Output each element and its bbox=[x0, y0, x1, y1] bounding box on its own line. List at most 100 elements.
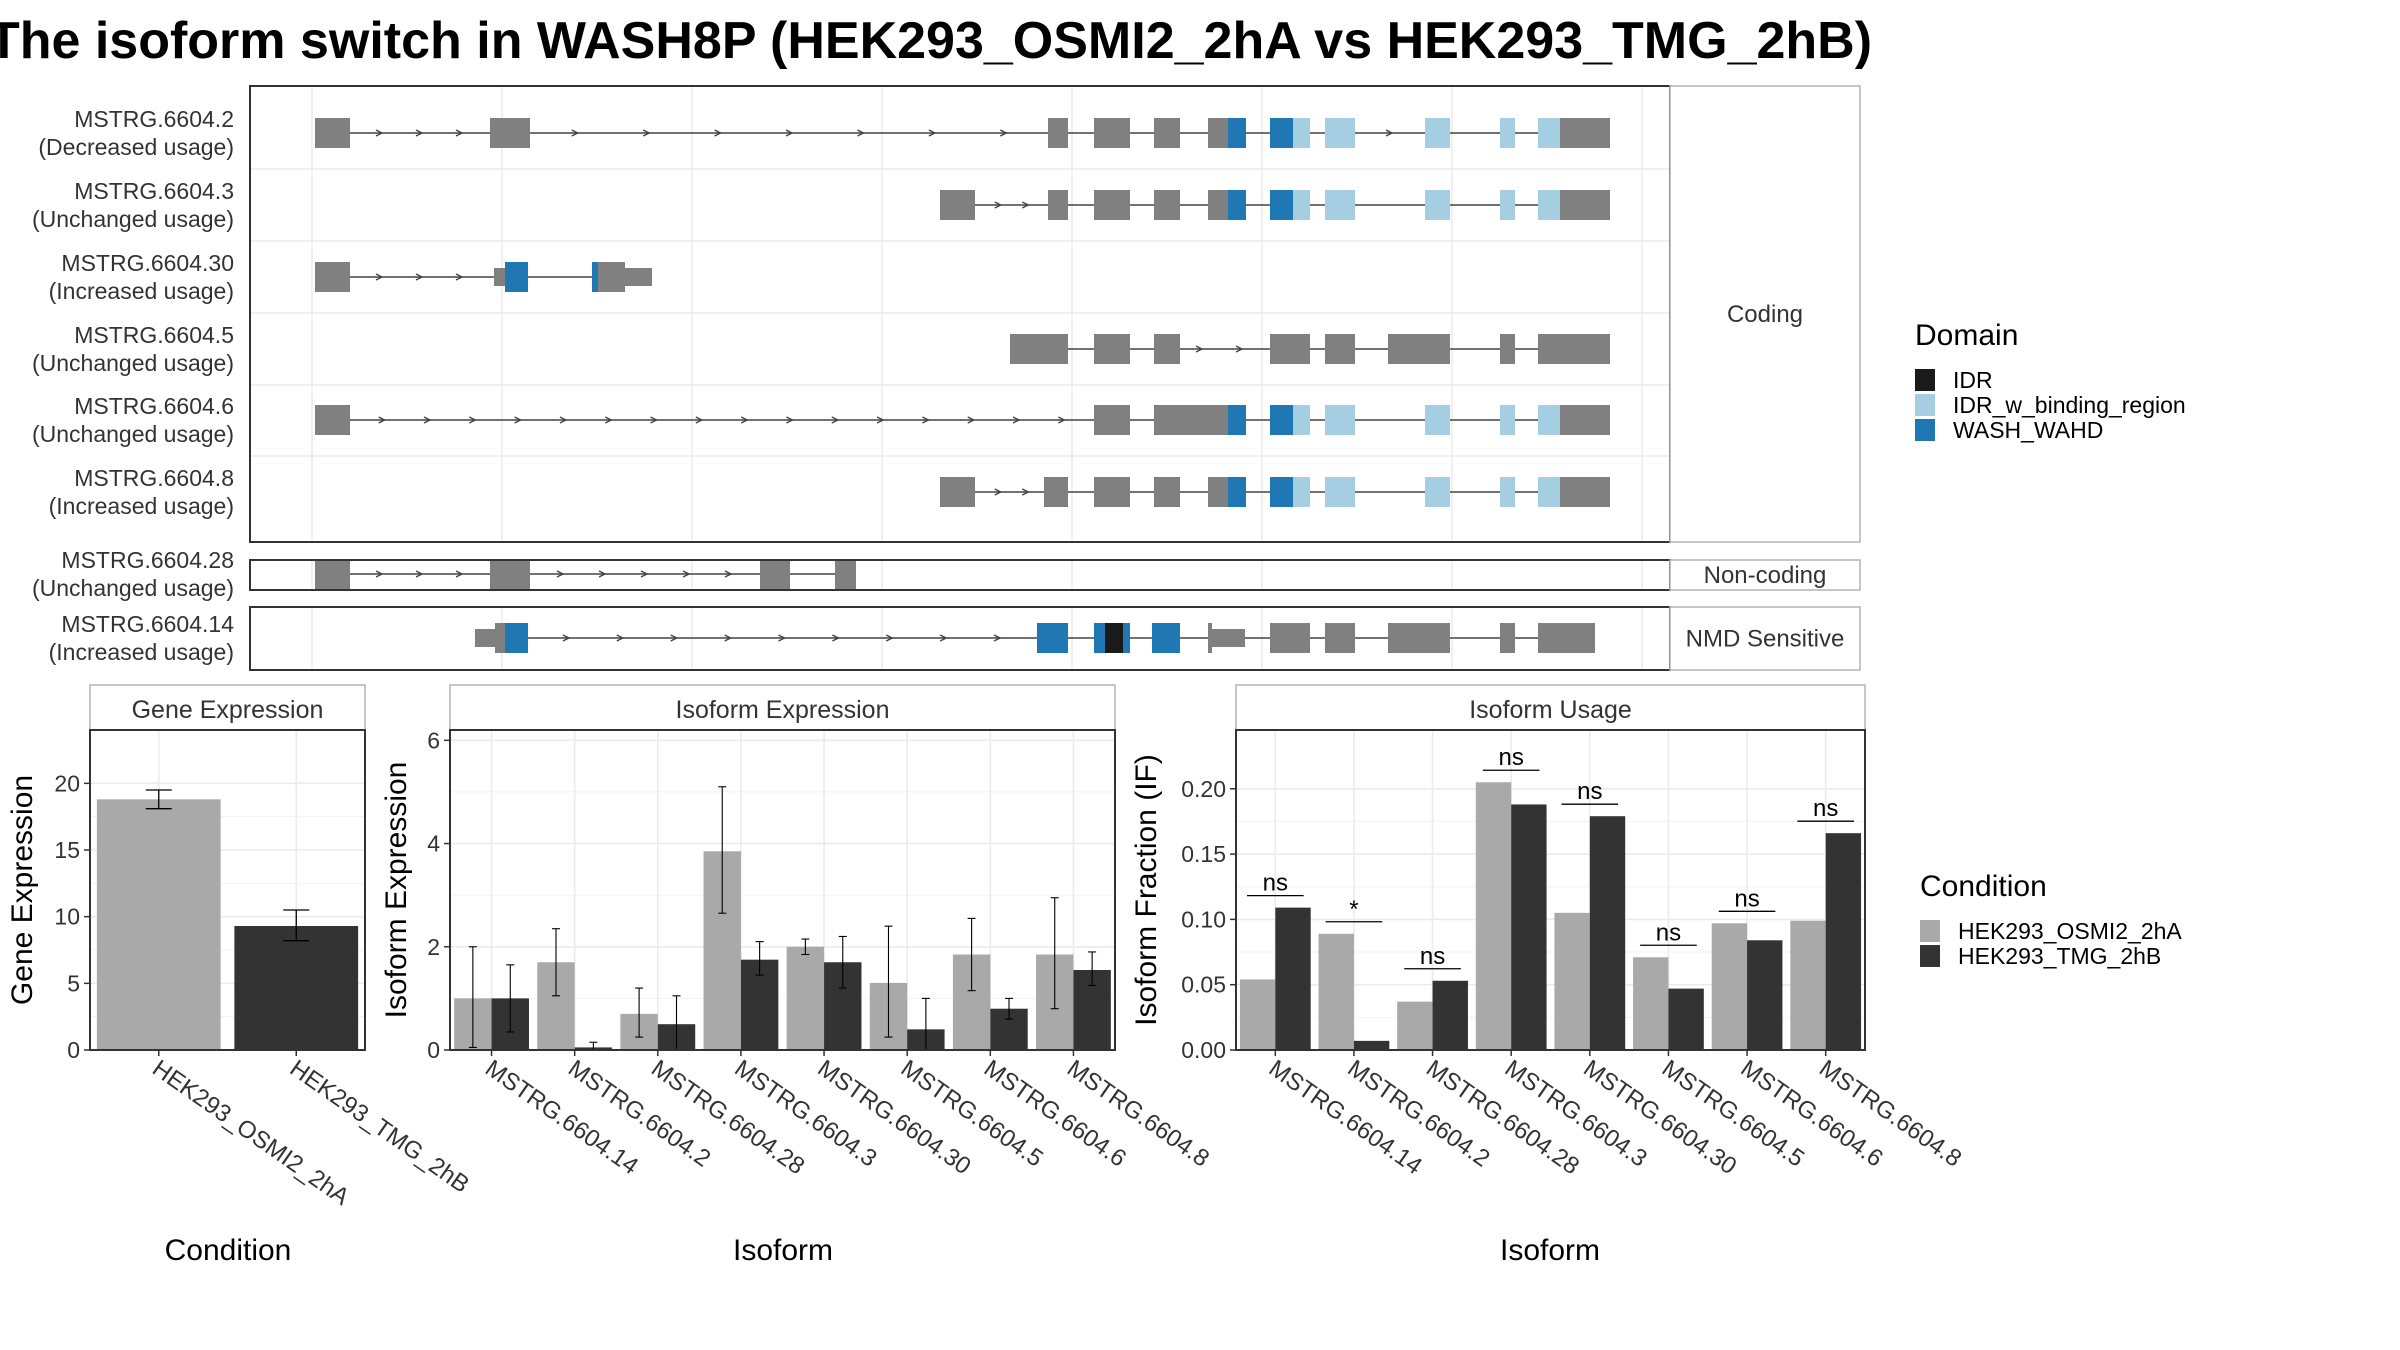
strand-arrow bbox=[778, 634, 787, 642]
legend-key bbox=[1920, 920, 1940, 942]
exon bbox=[1048, 190, 1068, 220]
strand-arrow bbox=[375, 570, 384, 578]
exon bbox=[1500, 477, 1515, 507]
y-tick-label: 0.10 bbox=[1181, 906, 1226, 932]
strand-arrow bbox=[724, 570, 733, 578]
exon bbox=[1094, 190, 1130, 220]
strand-arrow bbox=[604, 416, 613, 424]
legend-title: Condition bbox=[1920, 870, 2047, 903]
exon bbox=[1208, 477, 1228, 507]
exon bbox=[1208, 118, 1228, 148]
exon bbox=[1228, 118, 1246, 148]
legend-title: Domain bbox=[1915, 319, 2018, 352]
y-axis-label: Isoform Fraction (IF) bbox=[1130, 754, 1163, 1026]
exon bbox=[1152, 623, 1180, 653]
strand-arrow bbox=[375, 273, 384, 281]
legend-key bbox=[1915, 419, 1935, 441]
exon bbox=[940, 477, 975, 507]
exon bbox=[1270, 190, 1293, 220]
isoform-usage-label: (Increased usage) bbox=[49, 278, 234, 304]
bar bbox=[1825, 833, 1862, 1050]
exon bbox=[1048, 118, 1068, 148]
exon bbox=[1388, 334, 1450, 364]
isoform-label: MSTRG.6604.6 bbox=[74, 393, 234, 419]
strand-arrow bbox=[514, 416, 523, 424]
strand-arrow bbox=[415, 273, 424, 281]
strand-arrow bbox=[695, 416, 704, 424]
facet-strip bbox=[1669, 559, 1861, 591]
exon bbox=[494, 268, 505, 286]
exon bbox=[1325, 334, 1355, 364]
exon bbox=[490, 118, 530, 148]
isoform-usage-label: (Unchanged usage) bbox=[32, 350, 234, 376]
exon bbox=[1094, 118, 1130, 148]
y-tick-label: 5 bbox=[67, 970, 80, 996]
strand-arrow bbox=[650, 416, 659, 424]
strand-arrow bbox=[939, 634, 948, 642]
isoform-usage-label: (Increased usage) bbox=[49, 493, 234, 519]
strand-arrow bbox=[1021, 488, 1030, 496]
bar bbox=[1397, 1001, 1433, 1050]
exon bbox=[1037, 623, 1068, 653]
facet-strip bbox=[1669, 85, 1861, 543]
exon bbox=[315, 559, 350, 589]
isoform-label: MSTRG.6604.3 bbox=[74, 178, 234, 204]
bar bbox=[1633, 957, 1669, 1050]
exon bbox=[1538, 118, 1560, 148]
strand-arrow bbox=[556, 570, 565, 578]
exon bbox=[495, 623, 505, 653]
exon bbox=[1154, 190, 1180, 220]
strand-arrow bbox=[785, 129, 794, 137]
strand-arrow bbox=[455, 273, 464, 281]
exon bbox=[1538, 477, 1560, 507]
strand-arrow bbox=[415, 570, 424, 578]
exon bbox=[1094, 334, 1130, 364]
x-tick-label: MSTRG.6604.6 bbox=[1736, 1055, 1888, 1173]
exon bbox=[1154, 477, 1180, 507]
exon bbox=[598, 262, 625, 292]
significance-label: ns bbox=[1420, 943, 1445, 970]
legend-label: IDR bbox=[1953, 367, 1993, 393]
exon bbox=[1094, 477, 1130, 507]
strand-arrow bbox=[885, 634, 894, 642]
significance-label: ns bbox=[1813, 795, 1838, 822]
strand-arrow bbox=[616, 634, 625, 642]
exon bbox=[1293, 405, 1310, 435]
exon bbox=[1325, 405, 1355, 435]
bar bbox=[1353, 1040, 1390, 1050]
y-tick-label: 4 bbox=[427, 831, 440, 857]
strand-arrow bbox=[598, 570, 607, 578]
strand-arrow bbox=[423, 416, 432, 424]
panel-title: Isoform Usage bbox=[1469, 696, 1632, 724]
exon bbox=[1154, 118, 1180, 148]
isoform-usage-label: (Unchanged usage) bbox=[32, 421, 234, 447]
significance-label: * bbox=[1349, 896, 1358, 923]
bar bbox=[1511, 804, 1547, 1050]
exon bbox=[1500, 118, 1515, 148]
exon bbox=[1425, 118, 1450, 148]
exon bbox=[505, 623, 528, 653]
exon bbox=[1538, 405, 1560, 435]
exon bbox=[1500, 190, 1515, 220]
exon bbox=[1560, 477, 1610, 507]
facet-label: NMD Sensitive bbox=[1686, 626, 1845, 653]
exon bbox=[505, 262, 528, 292]
significance-label: ns bbox=[1499, 744, 1524, 771]
y-axis-label: Gene Expression bbox=[6, 775, 39, 1005]
x-tick-label: MSTRG.6604.14 bbox=[480, 1055, 643, 1180]
panel-title: Isoform Expression bbox=[676, 696, 890, 724]
strand-arrow bbox=[682, 570, 691, 578]
exon bbox=[1228, 190, 1246, 220]
strand-arrow bbox=[832, 634, 840, 642]
exon bbox=[1044, 477, 1068, 507]
exon bbox=[1208, 623, 1212, 653]
exon bbox=[1560, 405, 1610, 435]
strand-arrow bbox=[642, 129, 651, 137]
bar bbox=[1589, 816, 1626, 1050]
facet-label: Non-coding bbox=[1704, 562, 1827, 589]
exon bbox=[1293, 118, 1310, 148]
panel-strip bbox=[449, 684, 1116, 731]
isoform-structure-plot: MSTRG.6604.2(Decreased usage) MSTRG.6604.… bbox=[32, 85, 1861, 671]
bar bbox=[1318, 933, 1354, 1050]
exon bbox=[490, 559, 530, 589]
